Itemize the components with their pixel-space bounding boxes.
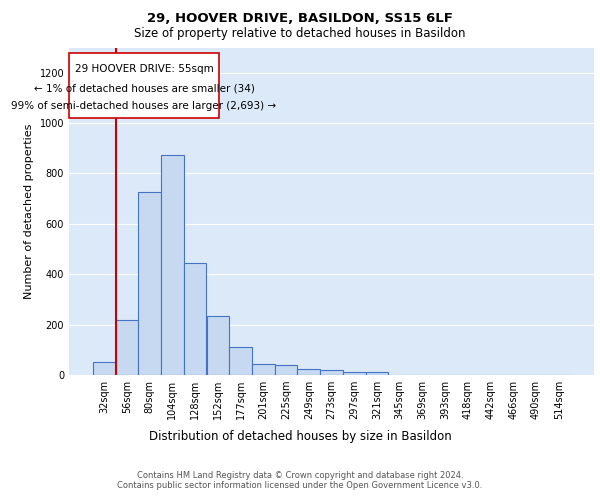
Bar: [298, 370, 320, 375]
Text: Distribution of detached houses by size in Basildon: Distribution of detached houses by size …: [149, 430, 451, 443]
Bar: [93, 362, 116, 375]
Y-axis label: Number of detached properties: Number of detached properties: [24, 124, 34, 299]
FancyBboxPatch shape: [69, 52, 219, 118]
Text: Contains HM Land Registry data © Crown copyright and database right 2024.
Contai: Contains HM Land Registry data © Crown c…: [118, 470, 482, 490]
Text: 29 HOOVER DRIVE: 55sqm: 29 HOOVER DRIVE: 55sqm: [74, 64, 214, 74]
Bar: [139, 192, 161, 375]
Bar: [343, 372, 365, 375]
Bar: [184, 263, 206, 375]
Bar: [116, 320, 139, 375]
Text: 99% of semi-detached houses are larger (2,693) →: 99% of semi-detached houses are larger (…: [11, 101, 277, 111]
Bar: [320, 370, 343, 375]
Text: ← 1% of detached houses are smaller (34): ← 1% of detached houses are smaller (34): [34, 84, 254, 94]
Text: 29, HOOVER DRIVE, BASILDON, SS15 6LF: 29, HOOVER DRIVE, BASILDON, SS15 6LF: [147, 12, 453, 26]
Bar: [161, 154, 184, 375]
Bar: [275, 366, 298, 375]
Bar: [252, 364, 275, 375]
Bar: [229, 348, 252, 375]
Text: Size of property relative to detached houses in Basildon: Size of property relative to detached ho…: [134, 28, 466, 40]
Bar: [206, 316, 229, 375]
Bar: [365, 372, 388, 375]
